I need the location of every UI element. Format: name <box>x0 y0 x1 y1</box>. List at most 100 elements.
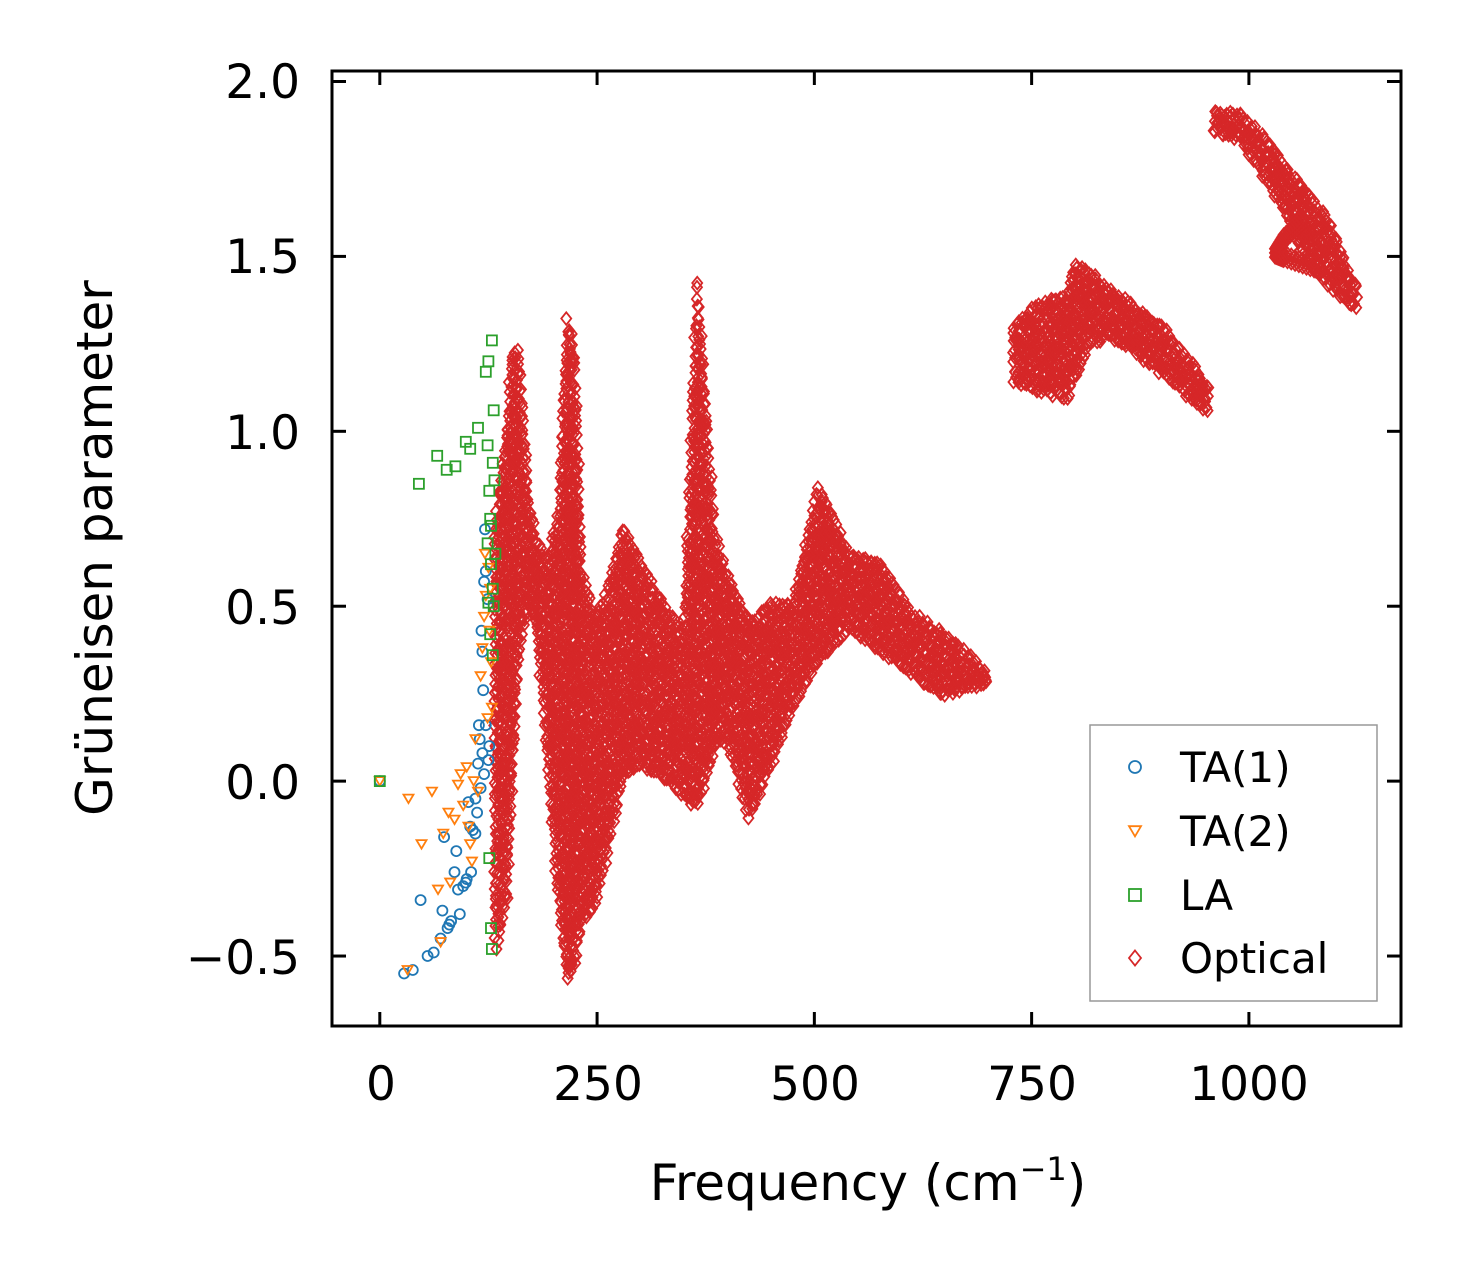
optical-point <box>573 519 586 535</box>
optical-point <box>511 342 525 358</box>
optical-point <box>569 412 583 429</box>
optical-point <box>574 669 587 685</box>
optical-point <box>569 380 582 396</box>
optical-point <box>515 408 529 424</box>
optical-point <box>527 515 540 531</box>
optical-point <box>514 381 528 398</box>
optical-point <box>527 526 540 542</box>
optical-point <box>519 447 533 463</box>
optical-series <box>488 103 1364 987</box>
optical-point <box>501 839 514 856</box>
optical-point <box>573 529 587 545</box>
optical-point <box>574 546 587 563</box>
optical-point <box>502 811 515 827</box>
optical-point <box>511 631 525 647</box>
optical-point <box>592 862 605 878</box>
optical-point <box>560 593 574 609</box>
optical-point <box>500 873 513 889</box>
optical-point <box>573 924 586 940</box>
optical-point <box>504 767 518 784</box>
optical-point <box>601 845 614 861</box>
optical-point <box>515 626 529 643</box>
optical-point <box>583 590 596 606</box>
optical-point <box>570 427 583 443</box>
optical-point <box>573 926 586 942</box>
optical-point <box>503 783 516 799</box>
optical-point <box>561 511 575 527</box>
optical-point <box>499 866 513 882</box>
optical-point <box>590 889 604 905</box>
optical-point <box>518 492 531 509</box>
optical-point <box>510 647 523 663</box>
optical-point <box>577 569 590 586</box>
optical-point <box>508 718 521 735</box>
optical-point <box>566 350 579 366</box>
optical-point <box>608 741 621 757</box>
optical-point <box>520 462 533 479</box>
optical-point <box>506 783 519 800</box>
optical-point <box>502 856 516 873</box>
optical-point <box>604 763 617 780</box>
optical-point <box>612 783 626 799</box>
optical-point <box>572 507 585 523</box>
optical-point <box>602 830 615 846</box>
optical-point <box>614 773 627 790</box>
optical-point <box>575 912 588 928</box>
optical-point <box>565 337 579 353</box>
optical-point <box>502 831 515 847</box>
optical-point <box>504 668 517 684</box>
optical-point <box>504 807 517 823</box>
optical-point <box>568 948 581 964</box>
optical-point <box>572 916 585 932</box>
optical-point <box>515 436 528 453</box>
optical-point <box>567 376 580 393</box>
optical-point <box>590 746 604 762</box>
optical-point <box>510 671 524 687</box>
optical-point <box>525 525 538 541</box>
optical-point <box>568 746 581 762</box>
optical-point <box>593 875 606 892</box>
optical-point <box>505 765 518 782</box>
optical-point <box>506 742 519 758</box>
optical-point <box>497 682 510 698</box>
optical-point <box>534 540 548 556</box>
optical-point <box>516 450 529 466</box>
optical-point <box>609 805 623 821</box>
optical-point <box>572 481 585 497</box>
optical-point <box>516 422 529 438</box>
optical-point <box>580 909 593 925</box>
optical-point <box>500 886 513 902</box>
optical-point <box>578 712 592 728</box>
optical-point <box>505 756 518 772</box>
optical-point <box>582 587 595 603</box>
optical-point <box>499 460 512 476</box>
optical-point <box>502 820 516 837</box>
optical-point <box>574 539 587 555</box>
optical-point <box>492 932 505 949</box>
optical-point <box>512 651 525 668</box>
optical-point <box>508 681 522 698</box>
optical-point <box>567 350 581 366</box>
optical-point <box>520 483 533 499</box>
optical-point <box>509 418 523 435</box>
optical-point <box>569 955 582 971</box>
optical-point <box>572 456 586 472</box>
optical-point <box>570 947 583 964</box>
optical-point <box>507 727 520 743</box>
optical-point <box>513 641 526 657</box>
optical-point <box>607 813 621 830</box>
optical-point <box>493 614 507 630</box>
optical-point <box>493 903 507 920</box>
optical-point <box>518 436 531 453</box>
optical-point <box>510 410 523 426</box>
optical-point <box>520 474 533 491</box>
optical-point <box>500 846 514 862</box>
optical-point <box>500 859 513 875</box>
optical-point <box>506 735 519 752</box>
optical-point <box>509 696 523 712</box>
optical-point <box>571 474 584 490</box>
optical-point <box>600 855 613 871</box>
optical-point <box>557 697 570 713</box>
optical-point <box>560 310 573 327</box>
